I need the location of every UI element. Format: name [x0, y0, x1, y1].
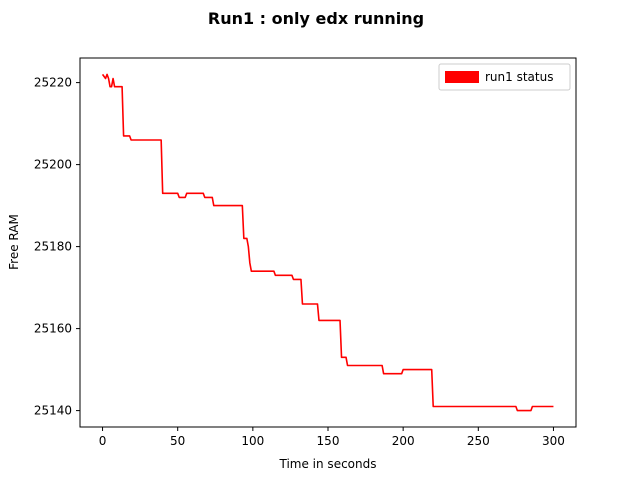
- legend: run1 status: [438, 63, 571, 91]
- x-tick-label: 300: [542, 434, 565, 448]
- legend-box: [438, 63, 571, 91]
- y-tick-label: 25140: [34, 404, 72, 418]
- y-tick-label: 25200: [34, 158, 72, 172]
- plot-area: 0 50 100 150 200 250 300 251402516025180252002…: [34, 57, 577, 448]
- x-tick-label: 50: [170, 434, 185, 448]
- y-tick-label: 25220: [34, 76, 72, 90]
- legend-swatch: [445, 71, 479, 83]
- x-tick-label: 0: [99, 434, 107, 448]
- x-tick-label: 250: [467, 434, 490, 448]
- x-axis-ticks: 0 50 100 150 200 250 300: [99, 427, 565, 448]
- y-tick-label: 25180: [34, 240, 72, 254]
- y-tick-label: 25160: [34, 322, 72, 336]
- legend-label: run1 status: [485, 70, 553, 84]
- series-layer: [101, 73, 554, 412]
- x-axis-label: Time in seconds: [279, 457, 377, 471]
- plot-frame: [79, 57, 577, 428]
- x-tick-label: 100: [241, 434, 264, 448]
- y-axis-ticks: 25140 25160 25180 25200 25220: [34, 76, 80, 418]
- y-axis-label: Free RAM: [7, 214, 21, 270]
- x-tick-label: 200: [392, 434, 415, 448]
- x-tick-label: 150: [317, 434, 340, 448]
- chart-title: Run1 : only edx running: [208, 9, 424, 28]
- series-line-0: [101, 73, 554, 412]
